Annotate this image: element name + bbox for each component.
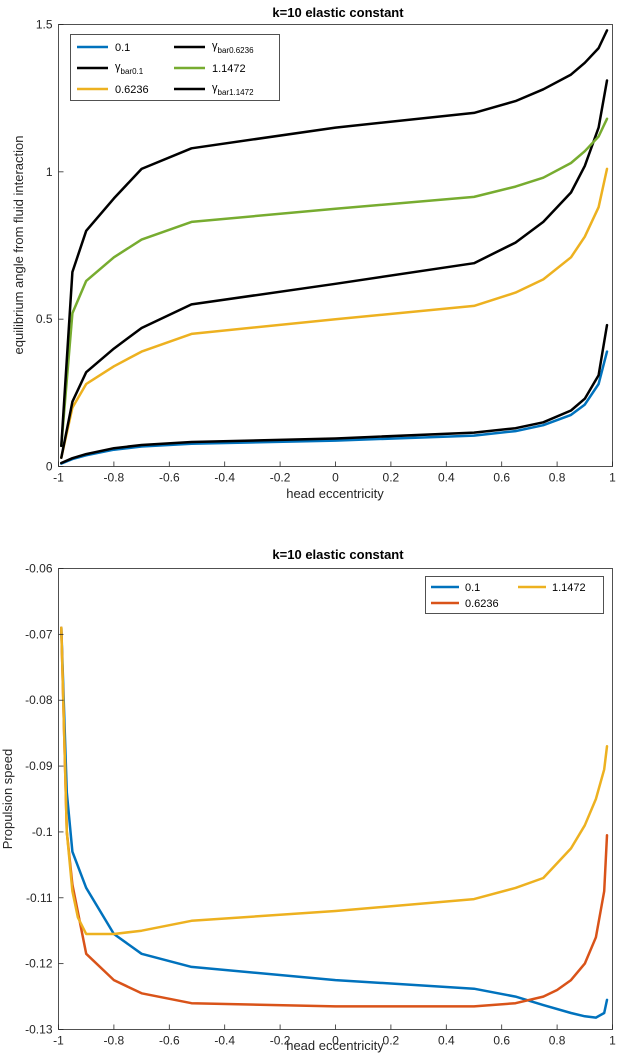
legend-label-1.1472: 1.1472 [552,582,586,594]
x-tick-label: 0.2 [383,471,400,485]
series-line-top-4-1.1472 [60,117,609,448]
y-tick-label: -0.1 [32,825,53,839]
x-tick-label: 0.6 [493,471,510,485]
chart-bottom-legend: 0.1 0.6236 1.1472 [425,576,604,614]
x-tick-label: 0 [332,1034,339,1048]
series-line-top-2-0.6236 [60,167,609,459]
y-tick-label: 0.5 [36,312,53,326]
x-tick-label: -1 [53,471,64,485]
chart-bottom-legend-box [425,576,604,614]
legend-label-gamma-bar0.1: γbar0.1 [115,61,144,76]
legend-label-gamma-bar0.6236: γbar0.6236 [212,40,254,55]
chart-top-y-ticks: 0 0.5 1 1.5 [36,18,64,474]
chart-top-legend: 0.1 γbar0.1 0.6236 γbar0.6236 1.1472 γba… [70,34,280,101]
x-tick-label: 0.6 [493,1034,510,1048]
x-tick-label: -1 [53,1034,64,1048]
x-tick-label: -0.6 [159,1034,180,1048]
legend-label-1.1472: 1.1472 [212,63,246,75]
chart-bottom-axes-box [58,568,613,1030]
y-tick-label: -0.13 [25,1023,53,1037]
x-tick-label: 0.4 [438,1034,455,1048]
x-tick-label: -0.4 [214,471,235,485]
x-tick-label: 1 [609,1034,616,1048]
chart-bottom-y-ticks: -0.13 -0.12 -0.11 -0.1 -0.09 -0.08 -0.07 -0.06 [25,562,64,1037]
x-tick-label: 0.2 [383,1034,400,1048]
y-tick-label: 1.5 [36,18,53,32]
chart-bottom-series-group [60,626,609,1019]
series-line-top-1-γbar0.1 [60,323,609,465]
x-tick-label: 1 [609,471,616,485]
legend-label-gamma-bar1.1472: γbar1.1472 [212,82,254,97]
series-line-bottom-1-0.6236 [60,626,609,1008]
x-tick-label: 0.8 [549,471,566,485]
chart-top-title: k=10 elastic constant [272,5,404,20]
y-tick-label: -0.09 [25,759,53,773]
series-line-top-3-γbar0.6236 [60,79,609,459]
y-tick-label: -0.11 [26,891,53,905]
chart-bottom-title: k=10 elastic constant [272,547,404,562]
series-line-bottom-0-0.1 [60,626,609,1019]
legend-label-0.1: 0.1 [115,42,130,54]
x-tick-label: 0.4 [438,471,455,485]
chart-top-series-group [60,29,609,465]
chart-bottom-y-label: Propulsion speed [0,749,15,849]
chart-top-x-ticks: -1 -0.8 -0.6 -0.4 -0.2 0 0.2 0.4 0.6 0.8 1 [53,461,616,485]
x-tick-label: -0.8 [104,1034,125,1048]
x-tick-label: -0.6 [159,471,180,485]
y-tick-label: -0.06 [25,562,53,576]
legend-label-0.6236: 0.6236 [465,598,499,610]
y-tick-label: -0.08 [25,693,53,707]
x-tick-label: -0.2 [270,471,291,485]
y-tick-label: 1 [46,165,53,179]
x-tick-label: -0.2 [270,1034,291,1048]
x-tick-label: 0 [332,471,339,485]
chart-top: k=10 elastic constant -1 -0.8 -0.6 -0.4 -0.2… [11,5,616,501]
series-line-top-5-γbar1.1472 [60,29,609,448]
legend-label-0.1: 0.1 [465,582,480,594]
chart-top-x-label: head eccentricity [286,486,384,501]
x-tick-label: -0.8 [104,471,125,485]
chart-bottom-x-ticks: -1 -0.8 -0.6 -0.4 -0.2 0 0.2 0.4 0.6 0.8 1 [53,1024,616,1048]
chart-top-y-label: equilibrium angle from fluid interaction [11,136,26,355]
y-tick-label: -0.12 [25,957,53,971]
chart-bottom: k=10 elastic constant -1 -0.8 -0.6 -0.4 -0.2… [0,547,616,1053]
x-tick-label: 0.8 [549,1034,566,1048]
chart-bottom-x-label: head eccentricity [286,1038,384,1053]
y-tick-label: -0.07 [25,627,53,641]
y-tick-label: 0 [46,460,53,474]
series-line-bottom-2-1.1472 [60,626,609,936]
legend-label-0.6236: 0.6236 [115,84,149,96]
x-tick-label: -0.4 [214,1034,235,1048]
